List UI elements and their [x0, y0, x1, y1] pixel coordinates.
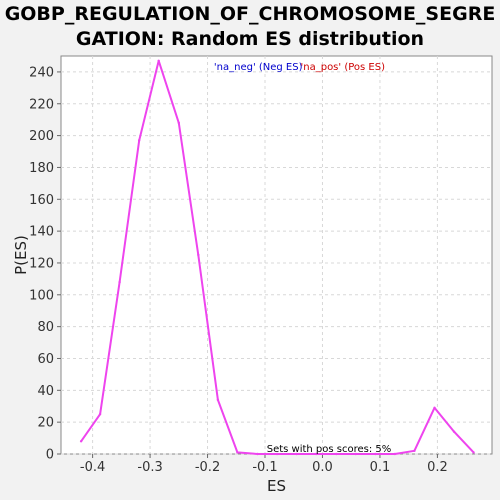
data-point [79, 440, 83, 443]
legend-neg-label: 'na_neg' (Neg ES) [214, 62, 303, 73]
chart-title-line-1: GOBP_REGULATION_OF_CHROMOSOME_SEGRE [4, 3, 496, 25]
y-tick-label: 80 [37, 320, 54, 335]
y-tick-label: 0 [46, 448, 54, 463]
data-point [452, 430, 456, 433]
chart-title: GOBP_REGULATION_OF_CHROMOSOME_SEGRE GATI… [0, 2, 500, 52]
data-point [216, 398, 220, 402]
x-tick-label: -0.4 [80, 460, 105, 475]
data-point [472, 451, 475, 454]
x-axis-label: ES [267, 477, 286, 495]
y-tick-label: 220 [29, 97, 54, 112]
data-point [374, 452, 377, 456]
x-tick-label: -0.3 [137, 460, 162, 475]
data-point [236, 451, 239, 454]
x-tick-label: 0.0 [312, 460, 333, 475]
y-tick-label: 120 [29, 256, 54, 271]
y-tick-label: 100 [29, 288, 54, 303]
data-point [157, 59, 160, 62]
pos-scores-annotation: Sets with pos scores: 5% [267, 444, 392, 455]
data-point [393, 452, 397, 456]
data-point [295, 452, 298, 456]
data-point [137, 139, 141, 142]
data-point [177, 121, 181, 125]
x-tick-label: -0.1 [252, 460, 277, 475]
plot-background [60, 55, 493, 455]
y-tick-label: 60 [37, 352, 54, 367]
chart-title-line-2: GATION: Random ES distribution [75, 28, 425, 50]
grid-layer [61, 56, 492, 455]
x-tick-label: 0.1 [370, 460, 391, 475]
y-tick-label: 140 [29, 225, 54, 240]
data-point [275, 452, 279, 456]
data-point [335, 452, 338, 456]
y-tick-label: 240 [29, 65, 54, 80]
series-layer [79, 59, 475, 456]
data-point [197, 253, 200, 257]
x-tick-label: -0.2 [195, 460, 220, 475]
y-tick-label: 200 [29, 129, 54, 144]
data-point [433, 406, 436, 410]
data-point [98, 413, 102, 416]
y-tick-label: 180 [29, 161, 54, 176]
legend-pos-label: 'na_pos' (Pos ES) [301, 62, 386, 73]
y-tick-label: 40 [37, 384, 54, 399]
data-point [314, 452, 318, 456]
data-point [118, 280, 121, 284]
data-point [413, 449, 416, 453]
axis-layer: -0.4 -0.3 -0.2 -0.1 0.0 0.1 0.2 0 20 40 60 80 100 120… [29, 65, 448, 475]
y-axis-label: P(ES) [12, 235, 30, 275]
y-tick-label: 20 [37, 416, 54, 431]
data-point [354, 452, 358, 456]
data-point [256, 452, 259, 456]
y-tick-label: 160 [29, 193, 54, 208]
x-tick-label: 0.2 [427, 460, 448, 475]
